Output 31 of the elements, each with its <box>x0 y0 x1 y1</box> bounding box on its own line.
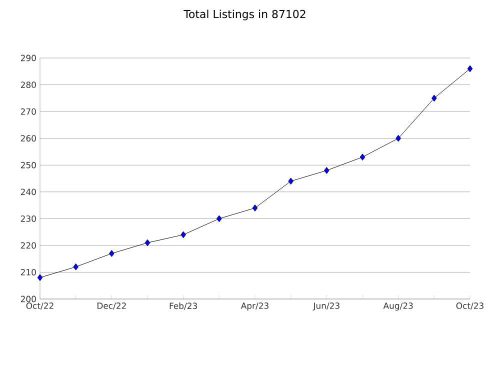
x-tick-label: Apr/23 <box>240 302 268 311</box>
point <box>180 231 186 238</box>
y-tick-label: 250 <box>20 162 36 168</box>
x-tick-label: Feb/23 <box>170 302 197 310</box>
x-tick-label: Oct/22 <box>26 302 54 310</box>
y-tick-label: 230 <box>20 215 36 222</box>
y-tick-label: 220 <box>20 242 36 249</box>
point <box>252 204 258 212</box>
x-tick-label: Oct/23 <box>456 302 484 310</box>
point <box>467 65 473 72</box>
point <box>360 154 366 161</box>
y-tick-label: 260 <box>20 135 36 142</box>
x-tick-label: Aug/23 <box>383 302 413 311</box>
y-tick-label: 240 <box>20 188 36 196</box>
point <box>109 250 114 257</box>
point <box>73 263 78 270</box>
point <box>396 134 401 142</box>
point <box>144 239 150 246</box>
chart-title: Total Listings in 87102 <box>184 10 306 20</box>
point <box>37 274 43 282</box>
y-tick-label: 280 <box>20 82 36 88</box>
point <box>288 178 294 185</box>
x-tick-label: Jun/23 <box>312 302 340 311</box>
y-tick-label: 290 <box>20 54 36 62</box>
point <box>216 215 222 222</box>
y-tick-label: 200 <box>20 296 36 302</box>
x-tick-label: Dec/22 <box>97 302 126 310</box>
y-tick-label: 270 <box>20 108 36 115</box>
point <box>432 94 437 102</box>
y-tick-label: 210 <box>20 269 36 276</box>
point <box>324 167 330 174</box>
